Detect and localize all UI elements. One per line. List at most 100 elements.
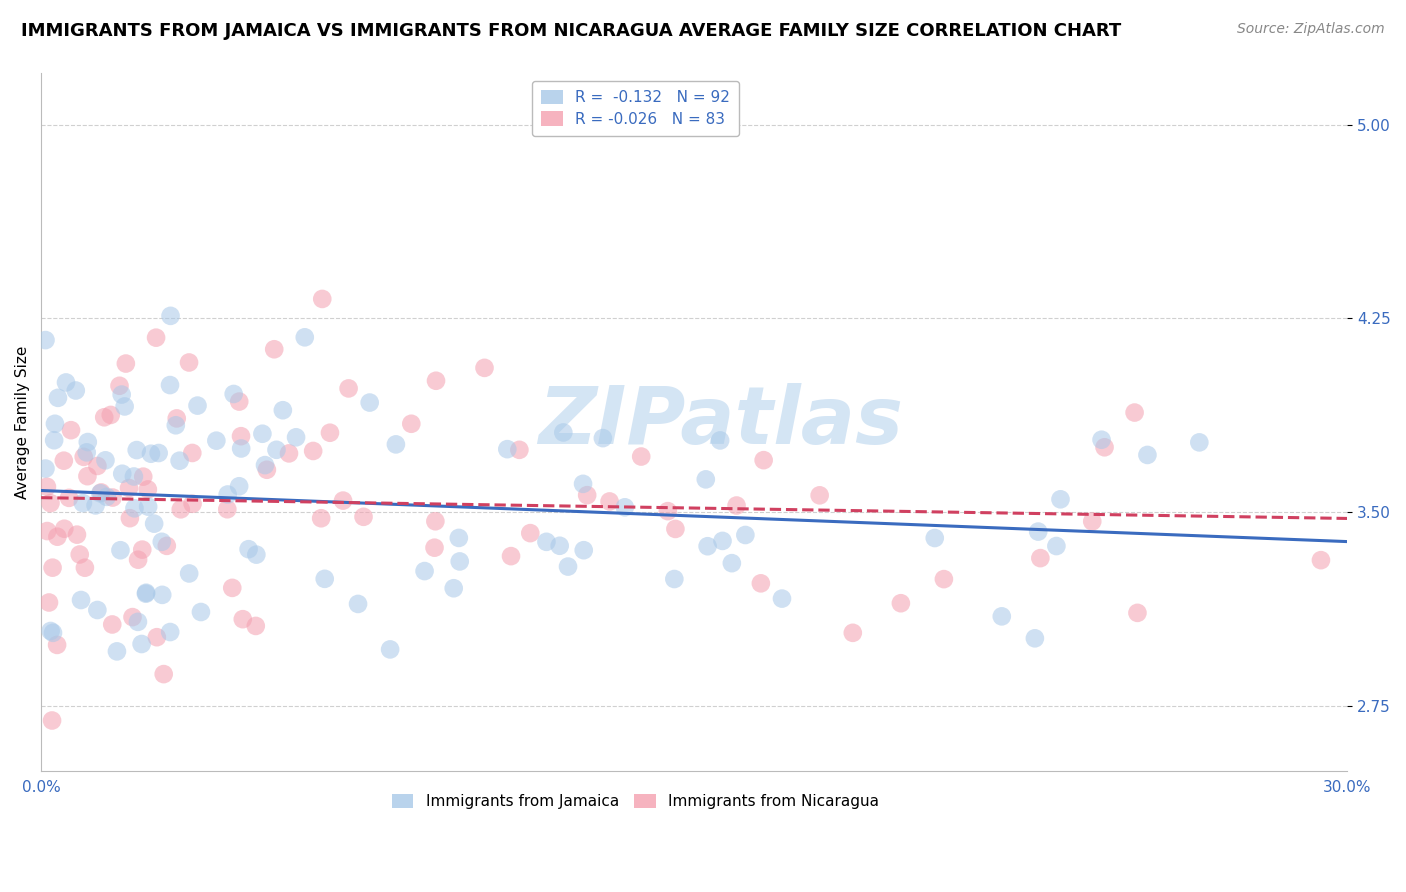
- Point: [89, 486, 111, 500]
- Point: [44, 417, 66, 431]
- Point: [86, 458, 108, 473]
- Point: [664, 522, 686, 536]
- Point: [90, 485, 112, 500]
- Point: [34, 333, 56, 347]
- Point: [749, 576, 772, 591]
- Point: [111, 467, 134, 481]
- Point: [285, 430, 308, 444]
- Point: [536, 534, 558, 549]
- Point: [1310, 553, 1333, 567]
- Point: [553, 425, 575, 440]
- Point: [1045, 539, 1067, 553]
- Point: [252, 426, 274, 441]
- Point: [42, 625, 65, 640]
- Point: [46, 391, 69, 405]
- Point: [1081, 515, 1104, 529]
- Point: [159, 378, 181, 392]
- Point: [228, 394, 250, 409]
- Point: [152, 667, 174, 681]
- Point: [118, 481, 141, 495]
- Text: ZIPatlas: ZIPatlas: [538, 383, 903, 461]
- Point: [124, 501, 146, 516]
- Point: [205, 434, 228, 448]
- Point: [924, 531, 946, 545]
- Point: [131, 542, 153, 557]
- Point: [263, 343, 285, 357]
- Point: [115, 357, 138, 371]
- Point: [39, 624, 62, 638]
- Point: [181, 497, 204, 511]
- Point: [159, 625, 181, 640]
- Point: [145, 331, 167, 345]
- Point: [1024, 632, 1046, 646]
- Point: [319, 425, 342, 440]
- Point: [131, 637, 153, 651]
- Point: [132, 469, 155, 483]
- Point: [58, 491, 80, 505]
- Point: [110, 543, 132, 558]
- Point: [572, 476, 595, 491]
- Point: [170, 502, 193, 516]
- Point: [38, 595, 60, 609]
- Point: [96, 490, 118, 504]
- Point: [217, 487, 239, 501]
- Point: [76, 469, 98, 483]
- Point: [711, 533, 734, 548]
- Point: [256, 463, 278, 477]
- Point: [101, 491, 124, 505]
- Point: [721, 556, 744, 570]
- Point: [443, 581, 465, 595]
- Point: [630, 450, 652, 464]
- Point: [177, 355, 200, 369]
- Point: [271, 403, 294, 417]
- Point: [53, 522, 76, 536]
- Point: [55, 376, 77, 390]
- Point: [231, 442, 253, 456]
- Point: [41, 560, 63, 574]
- Point: [222, 387, 245, 401]
- Point: [127, 615, 149, 629]
- Point: [65, 384, 87, 398]
- Point: [221, 581, 243, 595]
- Point: [46, 638, 69, 652]
- Point: [118, 511, 141, 525]
- Point: [190, 605, 212, 619]
- Point: [613, 500, 636, 515]
- Point: [37, 524, 59, 538]
- Point: [695, 472, 717, 486]
- Point: [146, 630, 169, 644]
- Point: [143, 516, 166, 531]
- Point: [302, 444, 325, 458]
- Point: [576, 488, 599, 502]
- Point: [52, 453, 75, 467]
- Point: [108, 378, 131, 392]
- Point: [166, 411, 188, 425]
- Point: [401, 417, 423, 431]
- Point: [76, 445, 98, 459]
- Point: [337, 381, 360, 395]
- Point: [657, 504, 679, 518]
- Point: [508, 442, 530, 457]
- Point: [165, 418, 187, 433]
- Point: [35, 480, 58, 494]
- Point: [238, 542, 260, 557]
- Point: [314, 572, 336, 586]
- Point: [228, 479, 250, 493]
- Point: [770, 591, 793, 606]
- Point: [519, 526, 541, 541]
- Point: [664, 572, 686, 586]
- Point: [169, 453, 191, 467]
- Point: [150, 534, 173, 549]
- Point: [696, 539, 718, 553]
- Point: [413, 564, 436, 578]
- Point: [425, 514, 447, 528]
- Point: [148, 446, 170, 460]
- Point: [179, 566, 201, 581]
- Point: [69, 548, 91, 562]
- Point: [991, 609, 1014, 624]
- Point: [1049, 492, 1071, 507]
- Point: [725, 499, 748, 513]
- Point: [332, 493, 354, 508]
- Point: [294, 330, 316, 344]
- Point: [253, 458, 276, 472]
